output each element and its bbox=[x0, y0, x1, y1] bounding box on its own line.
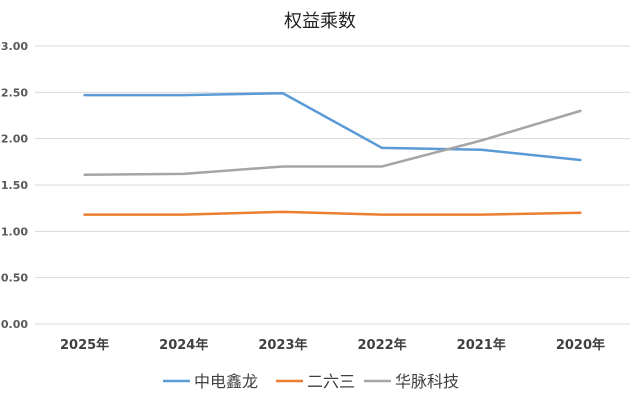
y-tick-label: 1.00 bbox=[1, 225, 28, 238]
x-tick-label: 2020年 bbox=[556, 337, 605, 353]
y-tick-label: 0.50 bbox=[1, 272, 28, 285]
y-tick-label: 2.50 bbox=[1, 86, 28, 99]
x-tick-label: 2023年 bbox=[258, 337, 307, 353]
legend-label: 华脉科技 bbox=[395, 372, 459, 391]
legend-label: 中电鑫龙 bbox=[194, 372, 258, 391]
x-tick-label: 2025年 bbox=[60, 337, 109, 353]
gridlines bbox=[35, 45, 630, 325]
series-line-0 bbox=[83, 92, 582, 162]
y-axis-ticks: 0.00 0.50 1.00 1.50 2.00 2.50 3.00 bbox=[1, 40, 28, 331]
series-line-1 bbox=[83, 210, 582, 216]
chart-title: 权益乘数 bbox=[284, 11, 356, 32]
y-tick-label: 2.00 bbox=[1, 133, 28, 146]
y-tick-label: 0.00 bbox=[1, 318, 28, 331]
y-tick-label: 1.50 bbox=[1, 179, 28, 192]
x-axis-ticks: 2025年 2024年 2023年 2022年 2021年 2020年 bbox=[60, 337, 605, 353]
x-tick-label: 2024年 bbox=[159, 337, 208, 353]
legend: 中电鑫龙 二六三 华脉科技 bbox=[163, 372, 459, 391]
x-tick-label: 2022年 bbox=[357, 337, 406, 353]
series-lines bbox=[83, 92, 582, 216]
x-tick-label: 2021年 bbox=[457, 337, 506, 353]
series-line-2 bbox=[83, 109, 582, 177]
y-tick-label: 3.00 bbox=[1, 40, 28, 53]
legend-label: 二六三 bbox=[307, 372, 355, 391]
